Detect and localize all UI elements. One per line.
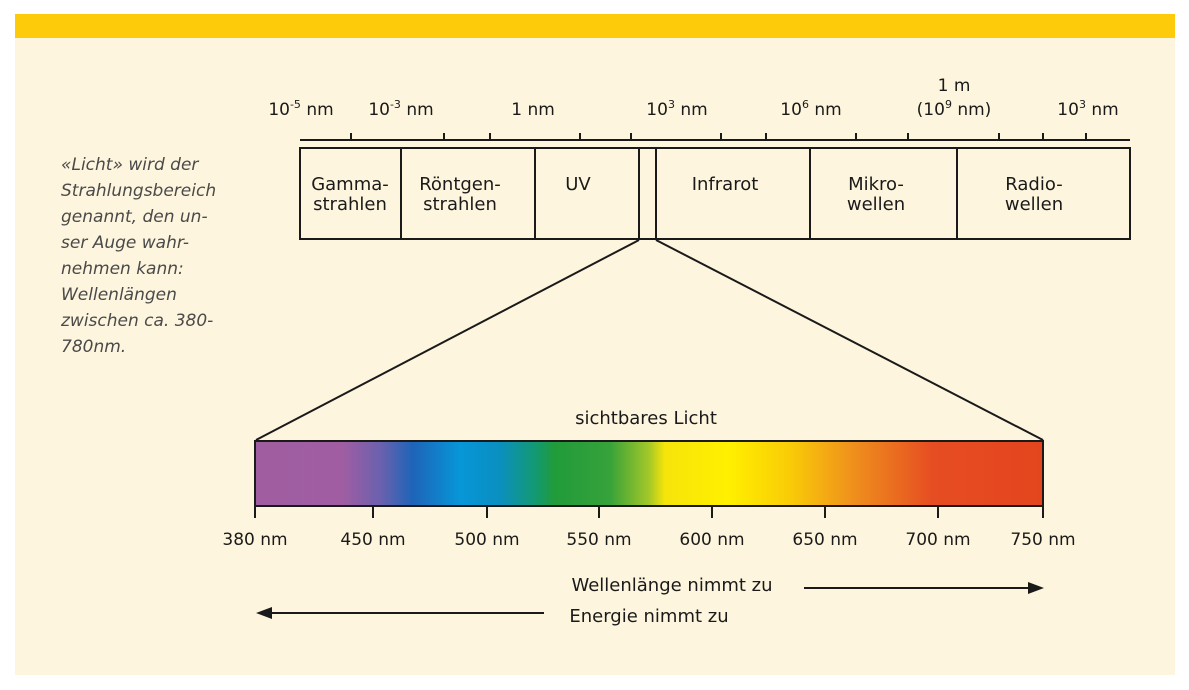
arrow-right-icon: [1028, 582, 1044, 594]
scale-label-1e3: 103 nm: [646, 98, 707, 120]
nm-label: 650 nm: [792, 530, 857, 550]
caption-text: «Licht» wird der Strahlungsbereich genan…: [61, 152, 251, 360]
nm-label: 700 nm: [905, 530, 970, 550]
visible-light-title: sichtbares Licht: [575, 408, 717, 429]
band-label-radiowellen: Radio-wellen: [1005, 174, 1063, 215]
caption-line: Strahlungsbereich: [61, 181, 217, 201]
caption-line: zwischen ca. 380-: [61, 311, 214, 331]
scale-label-1e-5: 10-5 nm: [268, 98, 333, 120]
caption-line: genannt, den un-: [61, 207, 208, 227]
wavelength-increase-label: Wellenlänge nimmt zu: [571, 575, 772, 596]
nm-label: 450 nm: [340, 530, 405, 550]
band-label-roentgen: Röntgen-strahlen: [419, 174, 501, 215]
nm-label: 380 nm: [222, 530, 287, 550]
background-panel: [15, 14, 1175, 675]
band-boxes: [299, 147, 1131, 240]
band-label-uv: UV: [565, 174, 591, 195]
nm-label: 750 nm: [1010, 530, 1075, 550]
caption-line: ser Auge wahr-: [61, 233, 190, 253]
band-label-infrarot: Infrarot: [692, 174, 759, 195]
zoom-line-right: [655, 239, 1044, 441]
band-label-mikrowellen: Mikro-wellen: [847, 174, 905, 215]
nm-label: 600 nm: [679, 530, 744, 550]
scale-label-1e9: (109 nm): [917, 98, 992, 120]
nm-label: 500 nm: [454, 530, 519, 550]
caption-line: Wellenlängen: [61, 285, 177, 305]
arrow-left-icon: [256, 607, 272, 619]
scale-label-1m: 1 m: [938, 76, 971, 96]
scale-label-1e3-m: 103 nm: [1057, 98, 1118, 120]
accent-bar: [15, 14, 1175, 38]
visible-spectrum-bar: [254, 440, 1044, 507]
energy-increase-label: Energie nimmt zu: [569, 606, 728, 627]
caption-line: «Licht» wird der: [61, 155, 199, 175]
caption-line: 780nm.: [61, 337, 127, 357]
scale-ruler: [300, 133, 1130, 141]
scale-label-1e6: 106 nm: [780, 98, 841, 120]
nm-label: 550 nm: [566, 530, 631, 550]
nm-ticks: [254, 506, 1044, 518]
caption-line: nehmen kann:: [61, 259, 184, 279]
scale-label-1nm: 1 nm: [511, 100, 555, 120]
zoom-line-left: [255, 239, 640, 441]
scale-label-1e-3: 10-3 nm: [368, 98, 433, 120]
band-label-gamma: Gamma-strahlen: [311, 174, 389, 215]
